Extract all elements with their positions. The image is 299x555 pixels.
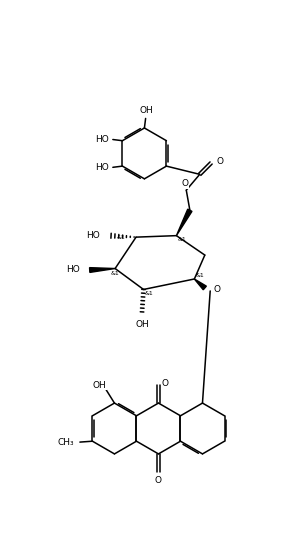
Polygon shape <box>176 209 192 236</box>
Text: O: O <box>155 476 162 485</box>
Text: &1: &1 <box>178 237 187 242</box>
Text: O: O <box>213 285 220 294</box>
Text: &1: &1 <box>196 273 204 278</box>
Text: HO: HO <box>86 230 100 240</box>
Text: OH: OH <box>93 381 106 390</box>
Text: HO: HO <box>66 265 80 274</box>
Text: &1: &1 <box>111 271 120 276</box>
Text: OH: OH <box>135 320 149 329</box>
Text: &1: &1 <box>144 291 153 296</box>
Text: OH: OH <box>139 107 153 115</box>
Text: O: O <box>181 179 188 188</box>
Text: O: O <box>161 379 169 388</box>
Text: HO: HO <box>95 163 109 172</box>
Text: CH₃: CH₃ <box>58 438 74 447</box>
Text: O: O <box>216 157 223 166</box>
Text: HO: HO <box>95 135 109 144</box>
Polygon shape <box>194 279 206 290</box>
Polygon shape <box>90 268 115 273</box>
Text: &1: &1 <box>117 235 126 240</box>
